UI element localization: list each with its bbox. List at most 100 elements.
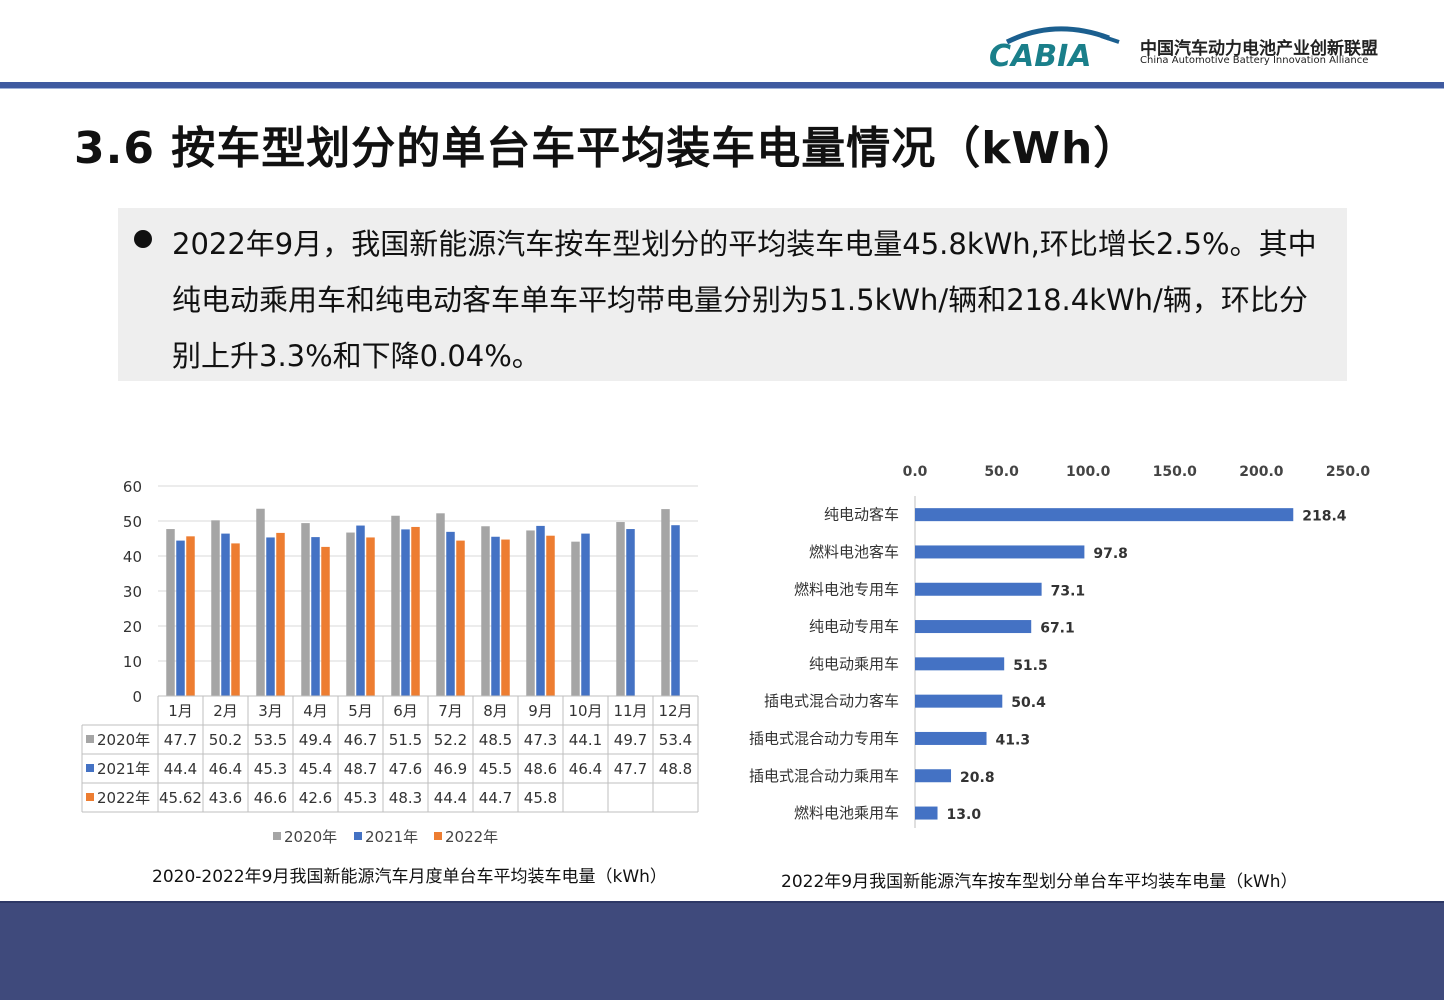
data-label: 48.5 xyxy=(479,731,512,749)
y-tick-label: 50 xyxy=(123,513,142,531)
bar xyxy=(915,508,1294,522)
left-chart-caption: 2020-2022年9月我国新能源汽车月度单台车平均装车电量（kWh） xyxy=(152,867,667,887)
data-label: 47.7 xyxy=(614,760,647,778)
bar xyxy=(526,530,535,696)
data-label: 43.6 xyxy=(209,789,242,807)
right-chart-caption: 2022年9月我国新能源汽车按车型划分单台车平均装车电量（kWh） xyxy=(781,872,1298,892)
bullet-dot-icon xyxy=(134,230,152,248)
bar xyxy=(456,540,465,696)
legend-label: 2022年 xyxy=(445,828,498,846)
data-label: 218.4 xyxy=(1302,509,1347,525)
series-key xyxy=(86,735,94,743)
data-label: 48.3 xyxy=(389,789,422,807)
page-title: 3.6 按车型划分的单台车平均装车电量情况（kWh） xyxy=(74,123,1139,174)
data-label: 46.7 xyxy=(344,731,377,749)
category-label: 纯电动专用车 xyxy=(809,618,899,636)
footer-line xyxy=(0,901,1444,903)
data-label: 53.4 xyxy=(659,731,692,749)
category-label: 11月 xyxy=(613,702,647,720)
bar xyxy=(166,529,175,696)
bar xyxy=(501,539,510,696)
bar xyxy=(221,533,230,696)
data-label: 20.8 xyxy=(960,770,995,786)
bar xyxy=(211,520,220,696)
data-label: 45.5 xyxy=(479,760,512,778)
bar xyxy=(391,515,400,696)
bar xyxy=(321,546,330,696)
data-label: 44.4 xyxy=(164,760,197,778)
legend-label: 2021年 xyxy=(365,828,418,846)
data-label: 53.5 xyxy=(254,731,287,749)
bar xyxy=(915,582,1042,596)
data-label: 41.3 xyxy=(996,732,1031,748)
category-label: 8月 xyxy=(483,702,508,720)
data-label: 48.8 xyxy=(659,760,692,778)
category-label: 燃料电池客车 xyxy=(809,543,899,561)
cabia-logo: CABIA 中国汽车动力电池产业创新联盟 China Automotive Ba… xyxy=(985,22,1405,78)
data-label: 97.8 xyxy=(1093,546,1128,562)
legend-label: 2020年 xyxy=(284,828,337,846)
category-label: 燃料电池专用车 xyxy=(794,580,899,598)
data-label: 46.4 xyxy=(209,760,242,778)
data-label: 51.5 xyxy=(1013,658,1048,674)
bar xyxy=(536,525,545,696)
bar xyxy=(915,620,1032,634)
vehicle-type-chart: 0.0 50.0 100.0 150.0 200.0 250.0 纯电动客车 218.4 燃料电… xyxy=(749,464,1370,828)
header-thin-line xyxy=(0,88,1444,89)
category-label: 插电式混合动力客车 xyxy=(764,692,899,710)
category-label: 2月 xyxy=(213,702,238,720)
category-label: 插电式混合动力乘用车 xyxy=(749,767,899,785)
legend-swatch xyxy=(354,832,362,840)
data-label: 44.1 xyxy=(569,731,602,749)
data-label: 45.62 xyxy=(159,789,202,807)
header-accent-line xyxy=(0,82,1444,88)
data-label: 45.4 xyxy=(299,760,332,778)
data-label: 67.1 xyxy=(1040,621,1075,637)
data-label: 49.4 xyxy=(299,731,332,749)
bar xyxy=(915,731,987,745)
bar xyxy=(491,536,500,696)
bar xyxy=(546,535,555,696)
category-label: 纯电动客车 xyxy=(824,506,899,524)
category-label: 插电式混合动力专用车 xyxy=(749,729,899,747)
data-label: 44.4 xyxy=(434,789,467,807)
bar xyxy=(266,537,275,696)
monthly-average-chart: 0 10 20 30 40 50 60 1月 2月 3月 4月 5月 6月 7月 8月 9月 10月 11月 12月… xyxy=(81,478,699,846)
data-label: 45.8 xyxy=(524,789,557,807)
bar xyxy=(276,532,285,696)
series-key xyxy=(86,793,94,801)
x-tick-label: 100.0 xyxy=(1066,464,1111,480)
series-name: 2020年 xyxy=(97,731,150,749)
category-label: 6月 xyxy=(393,702,418,720)
category-label: 燃料电池乘用车 xyxy=(794,804,899,822)
bar xyxy=(356,525,365,696)
series-key xyxy=(86,764,94,772)
data-label: 52.2 xyxy=(434,731,467,749)
x-tick-label: 50.0 xyxy=(984,464,1019,480)
logo-chinese-name: 中国汽车动力电池产业创新联盟 xyxy=(1140,39,1378,59)
data-label: 46.9 xyxy=(434,760,467,778)
bar xyxy=(301,523,310,696)
x-tick-label: 200.0 xyxy=(1239,464,1284,480)
bar xyxy=(481,526,490,696)
series-name: 2022年 xyxy=(97,789,150,807)
bar xyxy=(571,541,580,696)
car-swoosh-icon: CABIA xyxy=(989,26,1120,74)
bar xyxy=(436,513,445,696)
bar xyxy=(186,536,195,696)
bar xyxy=(915,769,952,783)
category-label: 12月 xyxy=(658,702,692,720)
bar xyxy=(661,509,670,696)
summary-text: 2022年9月，我国新能源汽车按车型划分的平均装车电量45.8kWh,环比增长2… xyxy=(172,227,1317,373)
category-label: 9月 xyxy=(528,702,553,720)
y-tick-label: 10 xyxy=(123,653,142,671)
category-label: 7月 xyxy=(438,702,463,720)
bar xyxy=(616,522,625,696)
series-name: 2021年 xyxy=(97,760,150,778)
data-label: 47.3 xyxy=(524,731,557,749)
bar xyxy=(346,532,355,696)
data-label: 50.2 xyxy=(209,731,242,749)
data-label: 45.3 xyxy=(344,789,377,807)
footer-band xyxy=(0,903,1444,1000)
data-label: 13.0 xyxy=(947,807,982,823)
